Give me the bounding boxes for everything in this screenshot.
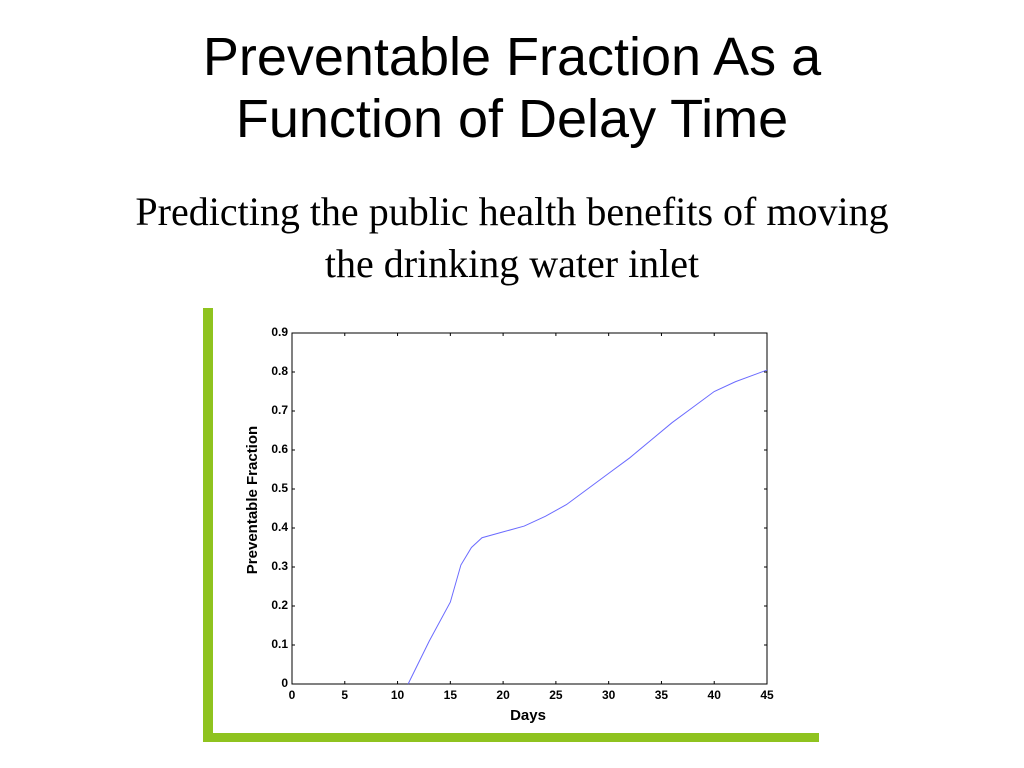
y-tick-label: 0.4 — [271, 520, 288, 534]
y-tick-label: 0 — [281, 676, 288, 690]
x-axis-label: Days — [510, 707, 546, 724]
title-line: Function of Delay Time — [235, 89, 789, 149]
x-tick-label: 15 — [444, 688, 458, 702]
x-tick-label: 35 — [655, 688, 669, 702]
y-tick-label: 0.9 — [271, 325, 288, 339]
x-tick-label: 25 — [549, 688, 563, 702]
frame-bar — [203, 308, 213, 742]
y-tick-label: 0.6 — [271, 442, 288, 456]
subtitle-line: Predicting the public health benefits of… — [135, 189, 889, 234]
x-tick-label: 10 — [391, 688, 405, 702]
x-tick-label: 5 — [341, 688, 348, 702]
subtitle-line: the drinking water inlet — [324, 241, 700, 286]
y-tick-label: 0.2 — [271, 598, 288, 612]
x-tick-label: 40 — [708, 688, 722, 702]
y-tick-label: 0.7 — [271, 403, 288, 417]
x-tick-label: 20 — [496, 688, 510, 702]
y-tick-label: 0.5 — [271, 481, 288, 495]
y-tick-label: 0.8 — [271, 364, 288, 378]
y-tick-label: 0.1 — [271, 637, 288, 651]
title-line: Preventable Fraction As a — [202, 27, 822, 87]
y-tick-label: 0.3 — [271, 559, 288, 573]
y-axis-label: Preventable Fraction — [244, 426, 261, 574]
x-tick-label: 30 — [602, 688, 616, 702]
plot-frame — [291, 332, 768, 685]
slide-title: Preventable Fraction As a Function of De… — [0, 26, 1024, 150]
frame-bar — [203, 733, 819, 742]
slide-subtitle: Predicting the public health benefits of… — [0, 186, 1024, 290]
data-line — [407, 369, 768, 685]
x-tick-label: 45 — [760, 688, 774, 702]
x-tick-label: 0 — [289, 688, 296, 702]
